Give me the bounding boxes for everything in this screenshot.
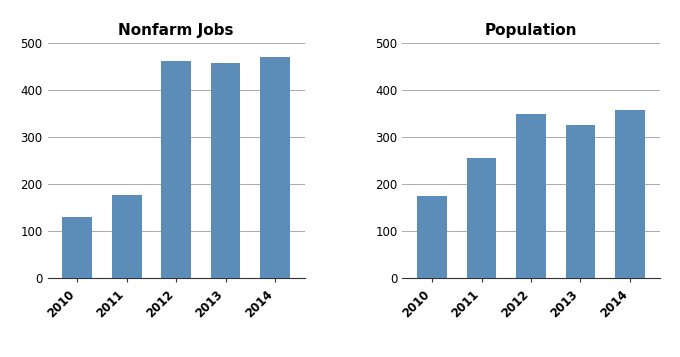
Bar [466,158,496,278]
Title: Nonfarm Jobs: Nonfarm Jobs [118,22,234,37]
Title: Population: Population [485,22,577,37]
Bar [63,217,92,278]
Bar [566,125,595,278]
Bar [418,196,447,278]
Bar [161,61,191,278]
Bar [516,114,546,278]
Bar [260,57,290,278]
Bar [211,62,241,278]
Bar [112,195,141,278]
Bar [615,110,645,278]
